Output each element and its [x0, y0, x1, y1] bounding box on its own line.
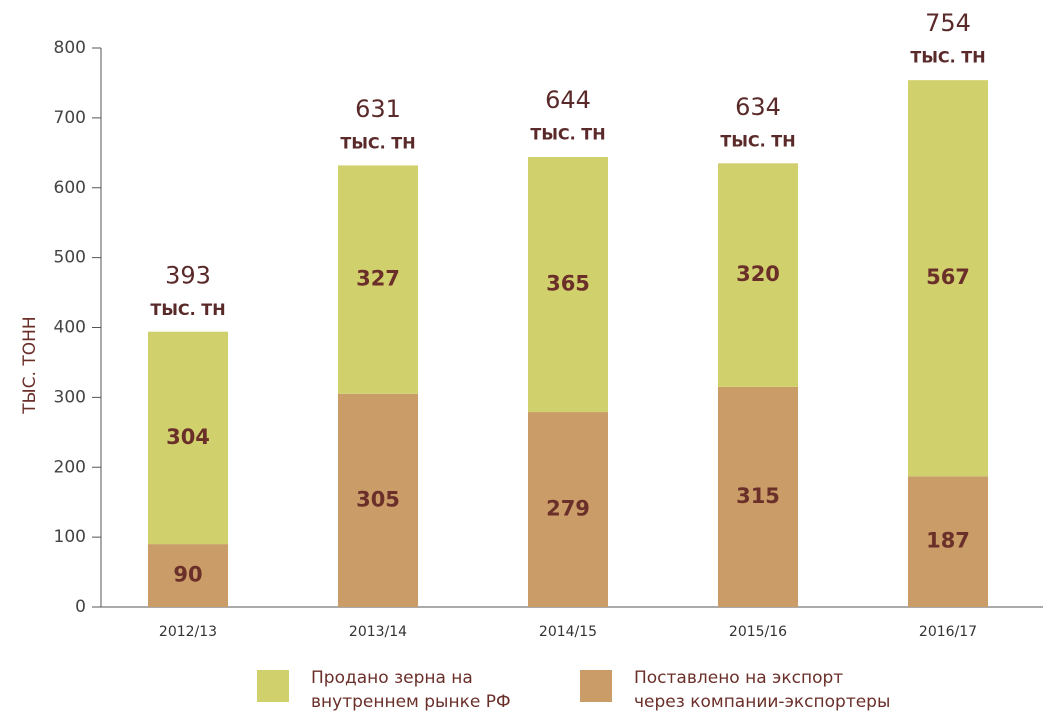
y-tick-label: 600: [54, 178, 86, 198]
bar-segment: [528, 412, 608, 607]
chart: ТЫС. ТОНН 0 100 200 300 400 500 600 700 800 2012/…: [20, 9, 1043, 640]
total-label: 393: [165, 261, 211, 289]
bar-segment: [338, 165, 418, 394]
x-tick-label: 2012/13: [159, 624, 217, 640]
legend-item: Поставлено на экспорт через компании-экс…: [580, 666, 894, 714]
bar-segment: [718, 386, 798, 607]
total-unit: ТЫС. ТН: [530, 125, 605, 144]
total-unit: ТЫС. ТН: [910, 48, 985, 67]
y-tick-label: 100: [54, 527, 86, 547]
x-tick-label: 2015/16: [729, 624, 787, 640]
legend-label: Продано зерна на внутреннем рынке РФ: [311, 668, 511, 712]
y-tick-label: 800: [54, 38, 86, 58]
y-tick-label: 300: [54, 387, 86, 407]
total-label: 634: [735, 93, 781, 121]
data-label: 365: [546, 272, 590, 296]
total-label: 631: [355, 95, 401, 123]
y-tick-label: 700: [54, 108, 86, 128]
data-label: 187: [926, 529, 970, 553]
bar-segment: [908, 80, 988, 477]
total-label: 644: [545, 86, 591, 114]
bar-segment: [718, 163, 798, 387]
bar-segment: [908, 476, 988, 607]
bar-segment: [338, 393, 418, 607]
data-label: 320: [736, 262, 780, 286]
data-label: 279: [546, 497, 590, 521]
data-label: 90: [173, 563, 202, 587]
x-tick-label: 2013/14: [349, 624, 407, 640]
bar-segment: [148, 544, 228, 607]
total-unit: ТЫС. ТН: [150, 300, 225, 319]
data-label: 305: [356, 487, 400, 511]
total-unit: ТЫС. ТН: [720, 131, 795, 150]
legend-swatch: [580, 670, 612, 702]
bar-segment: [148, 331, 228, 545]
data-label: 315: [736, 484, 780, 508]
total-unit: ТЫС. ТН: [340, 134, 415, 153]
y-tick-label: 0: [75, 597, 86, 617]
y-tick-label: 200: [54, 457, 86, 477]
bar-segment: [528, 157, 608, 413]
total-label: 754: [925, 9, 971, 37]
legend-swatch: [257, 670, 289, 702]
y-tick-label: 400: [54, 318, 86, 338]
x-tick-label: 2014/15: [539, 624, 597, 640]
x-tick-label: 2016/17: [919, 624, 977, 640]
data-label: 327: [356, 267, 400, 291]
legend-label: Поставлено на экспорт через компании-экс…: [634, 668, 891, 712]
data-label: 304: [166, 425, 210, 449]
data-label: 567: [926, 265, 970, 289]
y-tick-label: 500: [54, 248, 86, 268]
y-axis-label: ТЫС. ТОНН: [20, 316, 40, 414]
legend-item: Продано зерна на внутреннем рынке РФ: [257, 666, 571, 714]
